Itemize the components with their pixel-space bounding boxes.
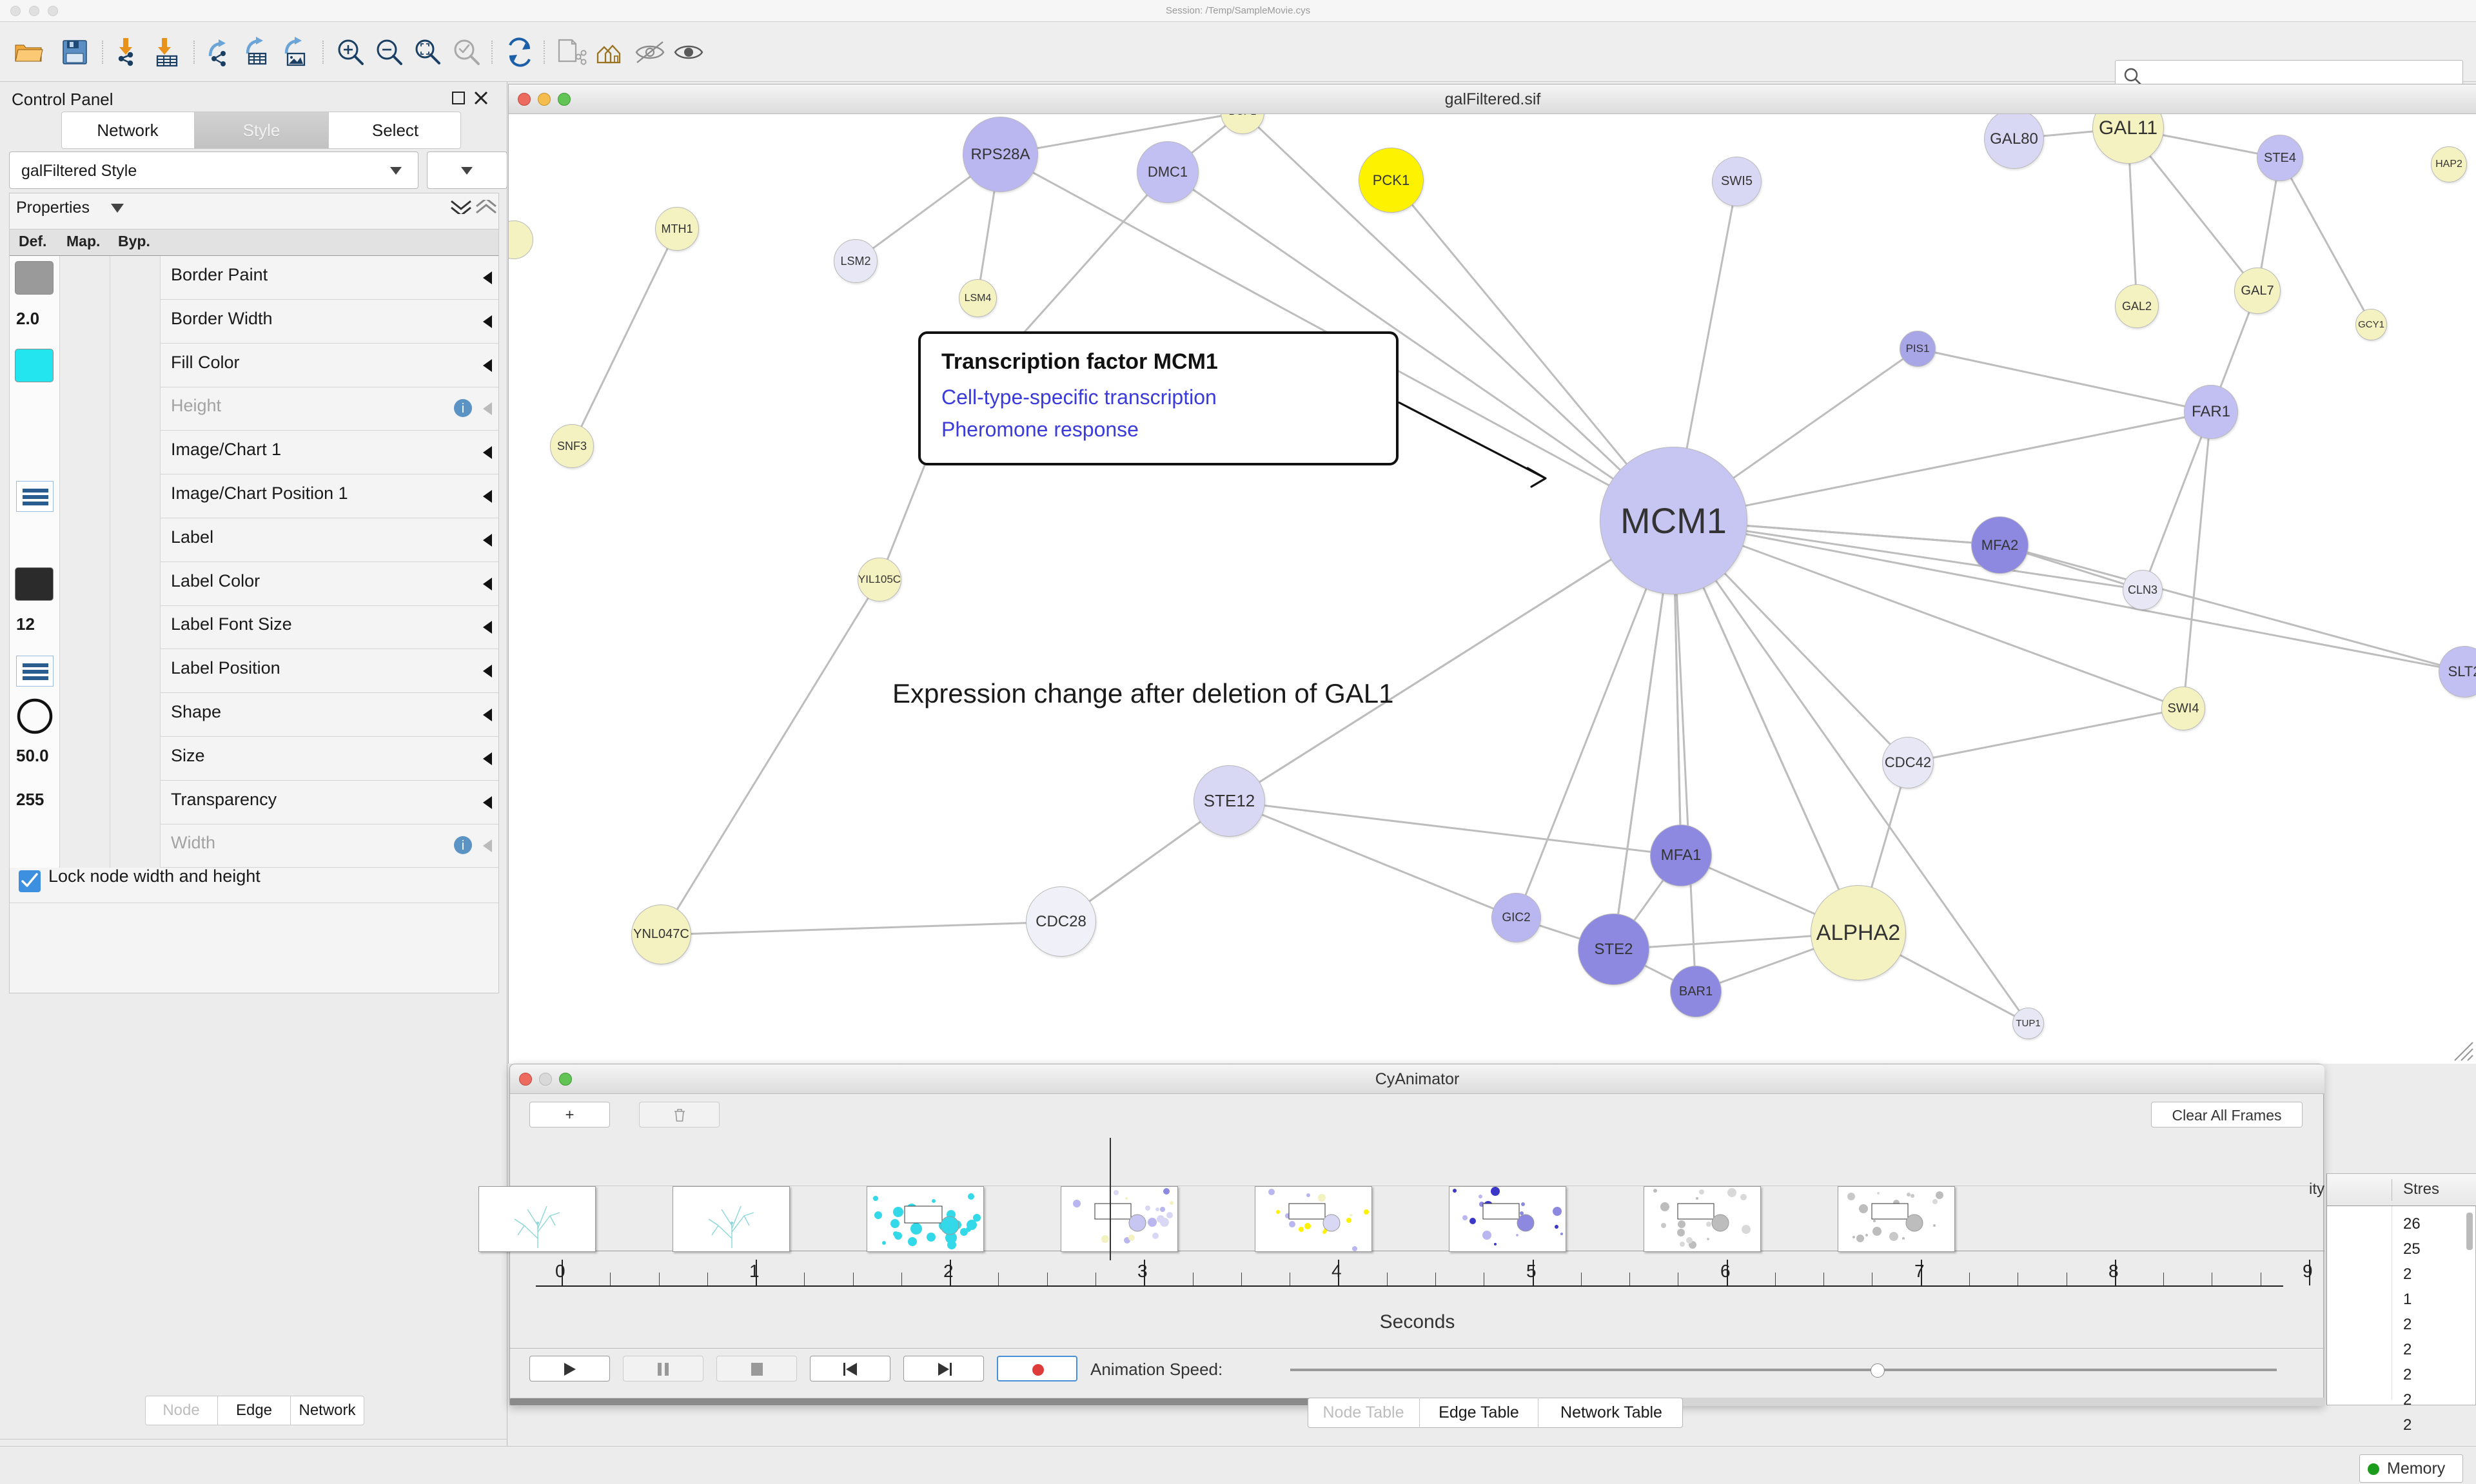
svg-text:i: i — [462, 402, 464, 416]
svg-text:i: i — [462, 839, 464, 853]
